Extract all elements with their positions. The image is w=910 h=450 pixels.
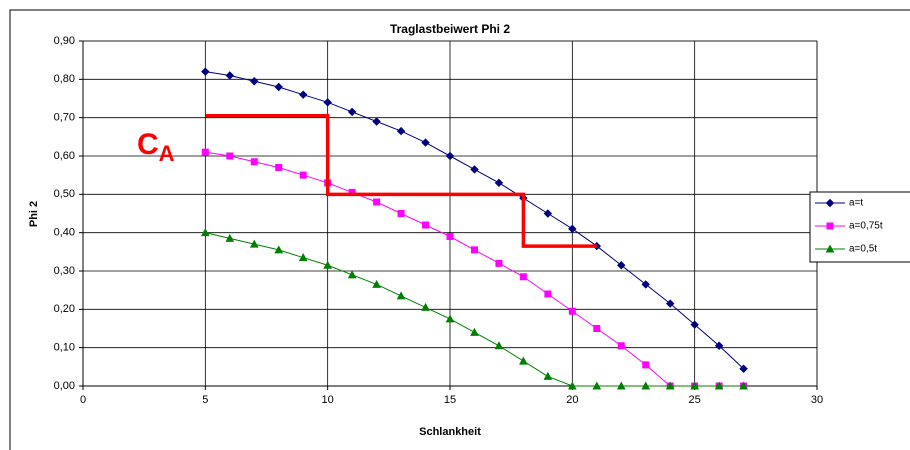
marker [494, 341, 504, 350]
marker [445, 151, 455, 161]
marker [446, 233, 454, 240]
marker [592, 381, 602, 390]
marker [200, 228, 210, 237]
marker [593, 325, 601, 332]
marker [543, 209, 553, 218]
marker [372, 279, 381, 288]
marker [470, 327, 479, 336]
marker [298, 90, 308, 99]
marker [397, 210, 405, 217]
marker [617, 342, 625, 350]
marker [641, 381, 651, 390]
x-axis-label: Schlankheit [419, 426, 481, 438]
marker [323, 98, 332, 107]
x-tick-label: 25 [689, 394, 701, 406]
marker [714, 341, 724, 350]
marker [250, 77, 259, 86]
marker [825, 244, 835, 253]
marker [543, 371, 553, 380]
legend-label: a=t [849, 198, 863, 209]
y-tick-label: 0,40 [54, 227, 75, 239]
annotation: CA [137, 128, 175, 166]
marker [274, 245, 284, 254]
marker [494, 178, 504, 188]
marker [274, 82, 283, 92]
marker [825, 198, 835, 208]
y-tick-label: 0,10 [54, 342, 75, 354]
y-tick-label: 0,00 [54, 380, 75, 392]
x-tick-label: 0 [80, 394, 86, 406]
marker [347, 270, 357, 279]
x-tick-label: 10 [322, 394, 334, 406]
y-tick-label: 0,20 [54, 303, 75, 315]
marker [665, 299, 675, 308]
marker [372, 117, 381, 126]
marker [665, 381, 675, 390]
annotation-text: C [137, 128, 159, 161]
y-tick-label: 0,90 [54, 35, 75, 47]
marker [226, 152, 234, 160]
marker [616, 381, 626, 390]
legend-label: a=0,75t [849, 221, 883, 232]
y-tick-label: 0,30 [54, 265, 75, 277]
legend-label: a=0,5t [849, 244, 877, 255]
marker [323, 260, 333, 269]
marker [373, 198, 381, 206]
y-tick-label: 0,80 [54, 73, 75, 85]
marker [396, 291, 406, 300]
marker [298, 253, 308, 262]
marker [421, 302, 430, 311]
marker [422, 221, 430, 229]
x-tick-label: 30 [811, 394, 823, 406]
marker [568, 307, 576, 315]
x-tick-label: 20 [566, 394, 578, 406]
marker [396, 126, 406, 136]
marker [617, 261, 626, 270]
marker [201, 148, 209, 156]
marker [421, 138, 430, 147]
marker [249, 239, 259, 248]
marker [739, 381, 748, 390]
annotation-subscript: A [159, 141, 175, 166]
chart-border [9, 9, 910, 450]
marker [347, 107, 357, 117]
marker [225, 71, 235, 80]
marker [690, 320, 699, 329]
marker [642, 361, 650, 369]
marker [714, 381, 724, 390]
marker [641, 280, 650, 289]
marker [519, 356, 528, 365]
x-tick-label: 15 [444, 394, 456, 406]
marker [225, 233, 235, 242]
y-axis-label: Phi 2 [28, 201, 40, 227]
marker [470, 165, 479, 174]
marker [568, 224, 577, 234]
y-tick-label: 0,70 [54, 112, 75, 124]
marker [275, 164, 283, 171]
marker [445, 314, 455, 323]
marker [567, 381, 577, 390]
marker [470, 246, 478, 254]
marker [826, 222, 834, 230]
marker [544, 290, 552, 298]
y-tick-label: 0,60 [54, 150, 75, 162]
x-tick-label: 5 [202, 394, 208, 406]
y-tick-label: 0,50 [54, 188, 75, 200]
marker [299, 171, 307, 179]
marker [690, 381, 700, 390]
chart-title: Traglastbeiwert Phi 2 [390, 22, 510, 36]
marker [519, 273, 527, 281]
marker [201, 67, 210, 76]
marker [250, 158, 258, 166]
marker [495, 259, 503, 267]
marker [739, 364, 748, 373]
step-line [205, 114, 597, 248]
